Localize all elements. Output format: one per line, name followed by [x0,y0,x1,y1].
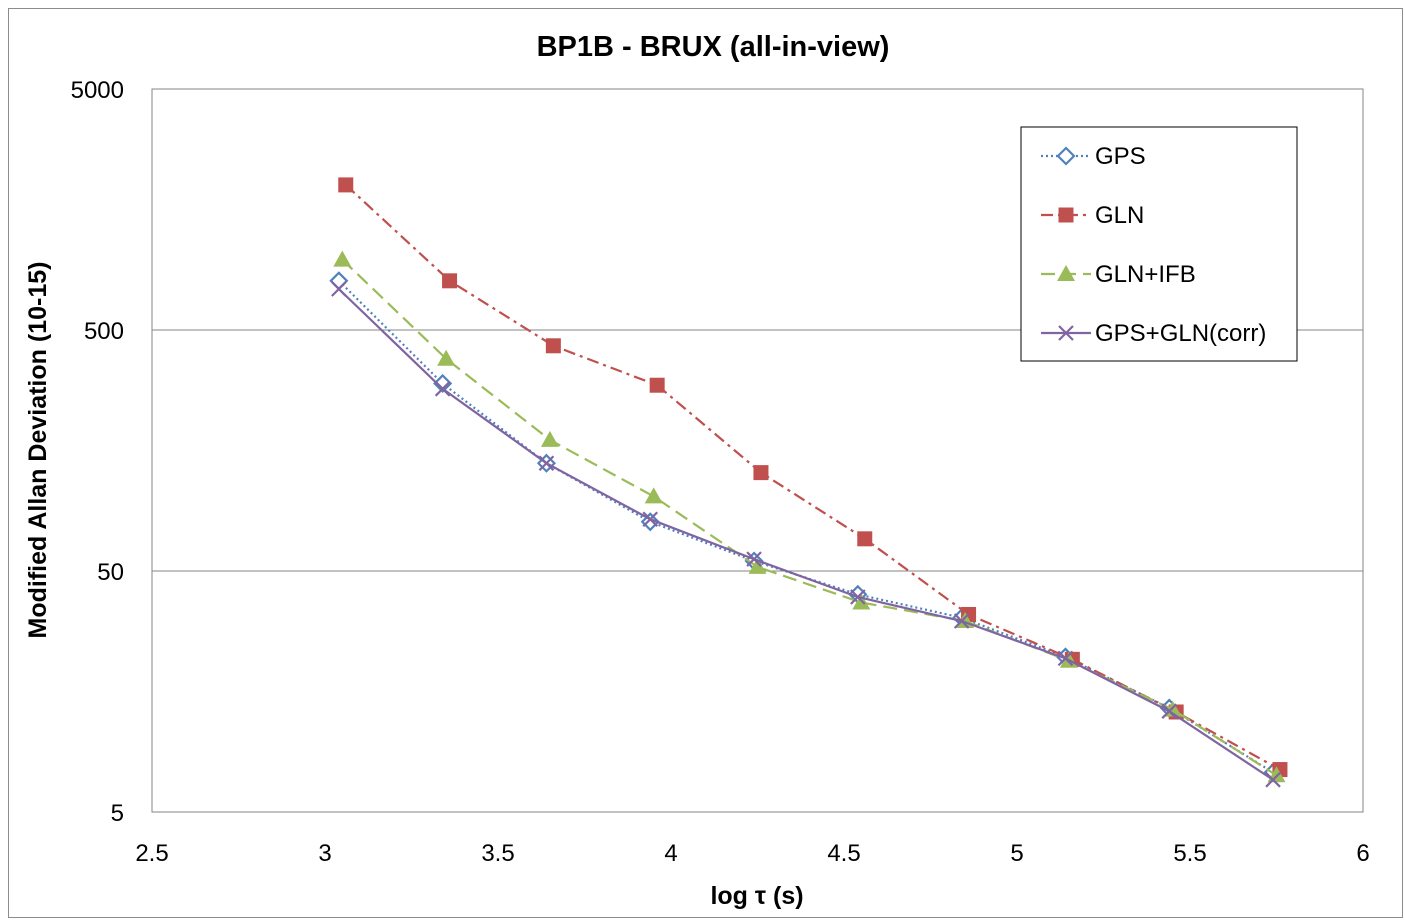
legend-marker [1058,325,1074,341]
x-tick-label: 3 [318,840,331,867]
plot-area [151,88,1364,813]
data-point-gps [329,271,349,291]
data-point-gln [649,377,665,393]
chart-title: BP1B - BRUX (all-in-view) [537,31,890,63]
legend-item-gps-gln-corr: GPS+GLN(corr) [1041,320,1266,347]
x-tick-label: 5.5 [1173,840,1206,867]
legend-label: GLN+IFB [1095,261,1196,288]
legend-label: GLN [1095,202,1144,229]
x-tick-label: 4 [664,840,677,867]
data-point-gps-gln-corr [434,381,451,397]
data-point-gps-gln-corr [331,281,347,297]
x-tick-label: 6 [1356,840,1369,867]
legend-item-gln: GLN [1041,202,1144,229]
legend: GPS GLN GLN+IFB GPS+GLN(corr) [1020,126,1298,362]
data-point-gps-gln-corr [1161,703,1178,719]
data-point-gln [338,177,354,193]
data-point-gps-gln-corr [850,589,866,605]
x-tick-label: 5 [1010,840,1023,867]
legend-marker [1057,265,1075,281]
series-gps-gln-corr [331,281,1281,788]
grid-layer [152,329,1363,572]
data-point-gps-gln-corr [746,551,762,567]
data-point-gps-gln-corr [642,511,659,528]
legend-marker [1058,207,1074,223]
y-tick-label: 500 [84,318,124,345]
data-point-gln [753,465,769,481]
data-point-gps-gln-corr [953,613,970,629]
data-point-gln [857,531,873,547]
data-point-gps-gln-corr [538,455,555,472]
x-tick-label: 4.5 [827,840,860,867]
legend-label: GPS+GLN(corr) [1095,320,1266,347]
data-point-gln-ifb [644,487,663,504]
legend-box [1020,126,1298,362]
ticks-layer: 5 50 500 5000 2.5 3 3.5 4 4.5 5 5.5 6 [71,77,1370,867]
data-point-gln [442,273,458,289]
y-axis-label: Modified Allan Deviation (10-15) [24,262,52,639]
y-tick-label: 50 [97,559,124,586]
data-point-gps [433,373,453,394]
data-point-gln-ifb [437,349,456,366]
x-tick-label: 3.5 [481,840,514,867]
data-point-gps-gln-corr [1057,650,1074,667]
series-line-gln-ifb [341,258,1278,777]
data-point-gps-gln-corr [1265,772,1281,788]
data-point-gln-ifb [333,250,352,267]
x-axis-label: log τ (s) [710,882,803,910]
data-point-gln [545,338,561,354]
legend-item-gln-ifb: GLN+IFB [1041,261,1196,288]
legend-label: GPS [1095,143,1146,170]
legend-item-gps: GPS [1041,143,1146,170]
series-line-gps-gln-corr [338,288,1274,781]
legend-marker [1056,146,1076,166]
data-point-gln-ifb [748,557,767,574]
y-tick-label: 5000 [71,77,124,104]
data-point-gln-ifb [540,430,559,447]
series-layer [329,177,1288,788]
y-tick-label: 5 [111,800,124,827]
x-tick-label: 2.5 [135,840,168,867]
